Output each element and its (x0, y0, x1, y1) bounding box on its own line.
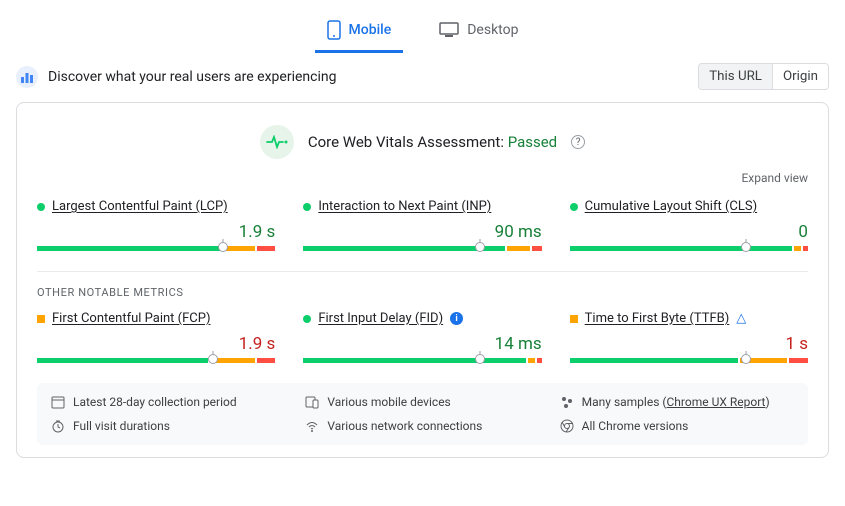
samples-icon (560, 395, 574, 409)
metric-bar (37, 246, 275, 251)
footer-durations: Full visit durations (51, 419, 285, 433)
metric-bar (570, 358, 808, 363)
device-tabs: Mobile Desktop (0, 0, 845, 53)
core-metrics-grid: Largest Contentful Paint (LCP) 1.9 s Int… (37, 199, 808, 251)
experimental-icon[interactable]: △ (736, 311, 746, 326)
header-title: Discover what your real users are experi… (48, 69, 688, 85)
help-icon[interactable]: ? (571, 135, 585, 149)
status-dot (303, 315, 311, 323)
bar-good (570, 358, 739, 363)
bar-marker (475, 242, 485, 252)
bar-improve (794, 246, 801, 251)
footer-devices-text: Various mobile devices (327, 395, 450, 409)
divider (37, 271, 808, 272)
assessment-text: Core Web Vitals Assessment: Passed (308, 133, 557, 151)
tab-mobile[interactable]: Mobile (315, 14, 404, 53)
footer-devices: Various mobile devices (305, 395, 539, 409)
vitals-card: Core Web Vitals Assessment: Passed ? Exp… (16, 102, 829, 458)
bar-marker (741, 354, 751, 364)
desktop-icon (439, 22, 459, 38)
status-dot (37, 203, 45, 211)
metric-name[interactable]: Time to First Byte (TTFB) (585, 311, 730, 326)
bar-marker (741, 242, 751, 252)
bar-improve (507, 246, 530, 251)
expand-view-link[interactable]: Expand view (37, 167, 808, 199)
toggle-this-url[interactable]: This URL (699, 64, 772, 89)
bar-poor (803, 246, 808, 251)
status-dot (570, 315, 578, 323)
wifi-icon (305, 419, 319, 433)
footer-durations-text: Full visit durations (73, 419, 170, 433)
metric-value: 0 (570, 214, 808, 246)
metric-lcp: Largest Contentful Paint (LCP) 1.9 s (37, 199, 275, 251)
bar-poor (532, 246, 541, 251)
bar-good (37, 246, 220, 251)
metric-name[interactable]: First Contentful Paint (FCP) (52, 311, 211, 326)
bar-poor (257, 246, 276, 251)
assessment-label: Core Web Vitals Assessment: (308, 133, 504, 151)
footer-period: Latest 28-day collection period (51, 395, 285, 409)
metric-fcp: First Contentful Paint (FCP) 1.9 s (37, 311, 275, 363)
gauge-icon (16, 66, 38, 88)
metric-value: 90 ms (303, 214, 541, 246)
metric-inp: Interaction to Next Paint (INP) 90 ms (303, 199, 541, 251)
bar-poor (257, 358, 276, 363)
assessment-row: Core Web Vitals Assessment: Passed ? (37, 119, 808, 167)
bar-marker (218, 242, 228, 252)
metric-bar (303, 358, 541, 363)
devices-icon (305, 395, 319, 409)
bar-poor (789, 358, 808, 363)
footer-versions: All Chrome versions (560, 419, 794, 433)
other-metrics-label: OTHER NOTABLE METRICS (37, 286, 808, 299)
bar-marker (208, 354, 218, 364)
metric-ttfb: Time to First Byte (TTFB) △ 1 s (570, 311, 808, 363)
assessment-status: Passed (508, 133, 557, 151)
toggle-origin[interactable]: Origin (772, 64, 828, 89)
metric-fid: First Input Delay (FID) i 14 ms (303, 311, 541, 363)
mobile-icon (327, 20, 341, 40)
bar-improve (528, 358, 535, 363)
footer-info: Latest 28-day collection period Various … (37, 383, 808, 445)
metric-bar (37, 358, 275, 363)
status-dot (570, 203, 578, 211)
info-icon[interactable]: i (450, 312, 463, 325)
clock-icon (51, 419, 65, 433)
other-metrics-grid: First Contentful Paint (FCP) 1.9 s First… (37, 311, 808, 363)
metric-value: 1.9 s (37, 326, 275, 358)
footer-samples: Many samples (Chrome UX Report) (560, 395, 794, 409)
crux-link[interactable]: Chrome UX Report (667, 395, 766, 409)
header-row: Discover what your real users are experi… (0, 53, 845, 98)
metric-name[interactable]: Cumulative Layout Shift (CLS) (585, 199, 757, 214)
metric-name[interactable]: Interaction to Next Paint (INP) (318, 199, 491, 214)
status-dot (37, 315, 45, 323)
url-origin-toggle: This URL Origin (698, 63, 829, 90)
metric-value: 1.9 s (37, 214, 275, 246)
bar-good (37, 358, 208, 363)
bar-marker (475, 354, 485, 364)
tab-desktop-label: Desktop (467, 22, 518, 38)
footer-network-text: Various network connections (327, 419, 482, 433)
footer-period-text: Latest 28-day collection period (73, 395, 237, 409)
metric-bar (303, 246, 541, 251)
footer-samples-text: Many samples (582, 395, 660, 409)
metric-cls: Cumulative Layout Shift (CLS) 0 (570, 199, 808, 251)
status-dot (303, 203, 311, 211)
metric-value: 1 s (570, 326, 808, 358)
metric-bar (570, 246, 808, 251)
metric-name[interactable]: First Input Delay (FID) (318, 311, 443, 326)
bar-good (570, 246, 793, 251)
bar-poor (537, 358, 542, 363)
tab-mobile-label: Mobile (349, 22, 392, 38)
bar-good (303, 358, 526, 363)
tab-desktop[interactable]: Desktop (427, 14, 530, 53)
chrome-icon (560, 419, 574, 433)
footer-versions-text: All Chrome versions (582, 419, 689, 433)
pulse-icon (260, 125, 294, 159)
metric-name[interactable]: Largest Contentful Paint (LCP) (52, 199, 228, 214)
metric-value: 14 ms (303, 326, 541, 358)
calendar-icon (51, 395, 65, 409)
footer-network: Various network connections (305, 419, 539, 433)
